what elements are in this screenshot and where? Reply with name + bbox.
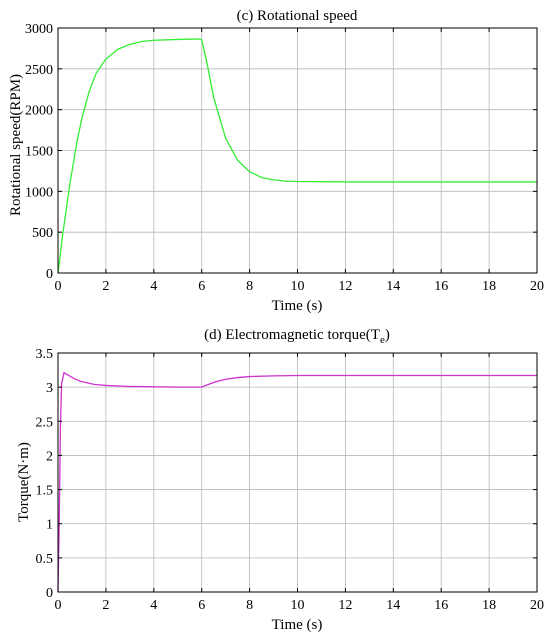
torque-x-tick-label: 0 [55, 598, 62, 613]
torque-y-tick-label: 0 [46, 586, 53, 601]
torque-x-tick-label: 12 [338, 598, 352, 613]
torque-x-tick-label: 6 [198, 598, 205, 613]
speed-x-tick-label: 8 [246, 279, 253, 294]
speed-chart-title: (c) Rotational speed [237, 8, 358, 24]
speed-x-tick-label: 14 [386, 279, 400, 294]
torque-chart-title: (d) Electromagnetic torque(Te) [204, 327, 390, 346]
torque-title-subscript: e [380, 334, 385, 346]
speed-y-tick-label: 0 [46, 267, 53, 282]
speed-y-ticks: 0 500 1000 1500 2000 2500 3000 [25, 22, 537, 282]
torque-x-tick-label: 10 [291, 598, 305, 613]
speed-y-tick-label: 500 [32, 226, 53, 241]
torque-series-line [57, 371, 537, 593]
speed-y-tick-label: 2000 [25, 104, 53, 119]
torque-x-tick-label: 4 [150, 598, 157, 613]
speed-x-tick-label: 6 [198, 279, 205, 294]
speed-x-tick-label: 18 [482, 279, 496, 294]
torque-x-tick-label: 2 [102, 598, 109, 613]
torque-y-tick-label: 0.5 [36, 552, 54, 567]
torque-x-ticks: 0 2 4 6 8 10 12 14 16 18 20 [55, 353, 544, 613]
torque-y-tick-label: 2.5 [36, 415, 54, 430]
torque-x-axis-label: Time (s) [272, 617, 323, 633]
speed-x-tick-label: 2 [102, 279, 109, 294]
speed-y-tick-label: 1000 [25, 185, 53, 200]
speed-x-tick-label: 12 [338, 279, 352, 294]
speed-series-line [57, 38, 537, 274]
torque-y-tick-label: 1 [46, 518, 53, 533]
torque-title-end: ) [385, 327, 390, 343]
torque-y-ticks: 0 0.5 1 1.5 2 2.5 3 3.5 [36, 347, 537, 601]
speed-x-ticks: 0 2 4 6 8 10 12 14 16 18 20 [55, 28, 544, 294]
torque-chart: (d) Electromagnetic torque(Te) 0 2 4 6 8 10 12… [16, 327, 544, 633]
torque-x-tick-label: 16 [434, 598, 448, 613]
torque-x-tick-label: 20 [530, 598, 544, 613]
torque-title-main: (d) Electromagnetic torque(T [204, 327, 380, 343]
torque-x-tick-label: 18 [482, 598, 496, 613]
torque-y-axis-label: Torque(N·m) [16, 442, 32, 522]
speed-x-tick-label: 16 [434, 279, 448, 294]
speed-x-tick-label: 0 [55, 279, 62, 294]
speed-y-tick-label: 3000 [25, 22, 53, 37]
torque-y-tick-label: 1.5 [36, 484, 54, 499]
torque-y-tick-label: 2 [46, 449, 53, 464]
speed-y-axis-label: Rotational speed(RPM) [8, 74, 24, 216]
torque-y-tick-label: 3.5 [36, 347, 54, 362]
torque-grid [58, 353, 537, 592]
speed-grid [58, 28, 537, 273]
torque-x-tick-label: 8 [246, 598, 253, 613]
speed-x-tick-label: 4 [150, 279, 157, 294]
speed-y-tick-label: 1500 [25, 145, 53, 160]
torque-y-tick-label: 3 [46, 381, 53, 396]
speed-x-tick-label: 20 [530, 279, 544, 294]
speed-x-tick-label: 10 [291, 279, 305, 294]
torque-x-tick-label: 14 [386, 598, 400, 613]
speed-y-tick-label: 2500 [25, 63, 53, 78]
speed-chart: (c) Rotational speed 0 2 4 6 8 10 12 14 16 18 20 0… [8, 8, 544, 314]
speed-x-axis-label: Time (s) [272, 298, 323, 314]
